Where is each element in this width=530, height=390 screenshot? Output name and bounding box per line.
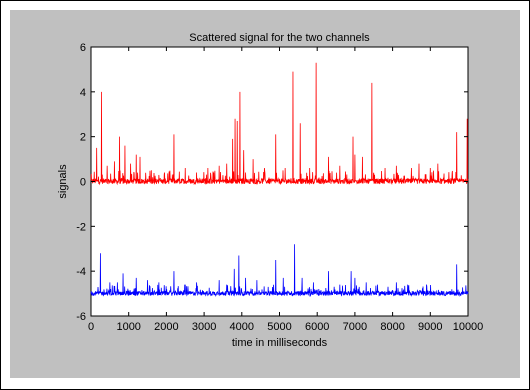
series-line-0 (90, 62, 469, 186)
signals-chart: 0 1000 2000 3000 4000 5000 6000 7000 8000 9000 100… (57, 32, 483, 349)
red-channel-trace (90, 62, 469, 186)
blue-channel-trace (90, 244, 469, 298)
x-tick-label: 5000 (267, 321, 291, 333)
chart-title: Scattered signal for the two channels (189, 32, 370, 44)
y-axis-label: signals (57, 164, 69, 199)
x-axis-label: time in milliseconds (232, 337, 328, 349)
y-tick-label: -6 (76, 311, 86, 323)
y-axis-ticks: -6 -4 -2 0 2 4 6 (76, 42, 468, 323)
x-tick-label: 3000 (192, 321, 216, 333)
x-tick-label: 8000 (380, 321, 404, 333)
x-tick-label: 9000 (418, 321, 442, 333)
figure-background: 0 1000 2000 3000 4000 5000 6000 7000 8000 9000 100… (10, 10, 520, 378)
x-tick-label: 1000 (116, 321, 140, 333)
x-tick-label: 4000 (230, 321, 254, 333)
series-line-1 (90, 244, 469, 298)
y-tick-label: 4 (80, 87, 86, 99)
x-axis-ticks: 0 1000 2000 3000 4000 5000 6000 7000 8000 9000 100… (88, 47, 483, 333)
y-tick-label: 0 (80, 177, 86, 189)
y-tick-label: 6 (80, 42, 86, 54)
y-tick-label: -4 (76, 266, 86, 278)
x-tick-label: 0 (88, 321, 94, 333)
x-tick-label: 6000 (305, 321, 329, 333)
x-tick-label: 2000 (154, 321, 178, 333)
y-tick-label: 2 (80, 132, 86, 144)
x-tick-label: 10000 (453, 321, 484, 333)
y-tick-label: -2 (76, 221, 86, 233)
x-tick-label: 7000 (343, 321, 367, 333)
